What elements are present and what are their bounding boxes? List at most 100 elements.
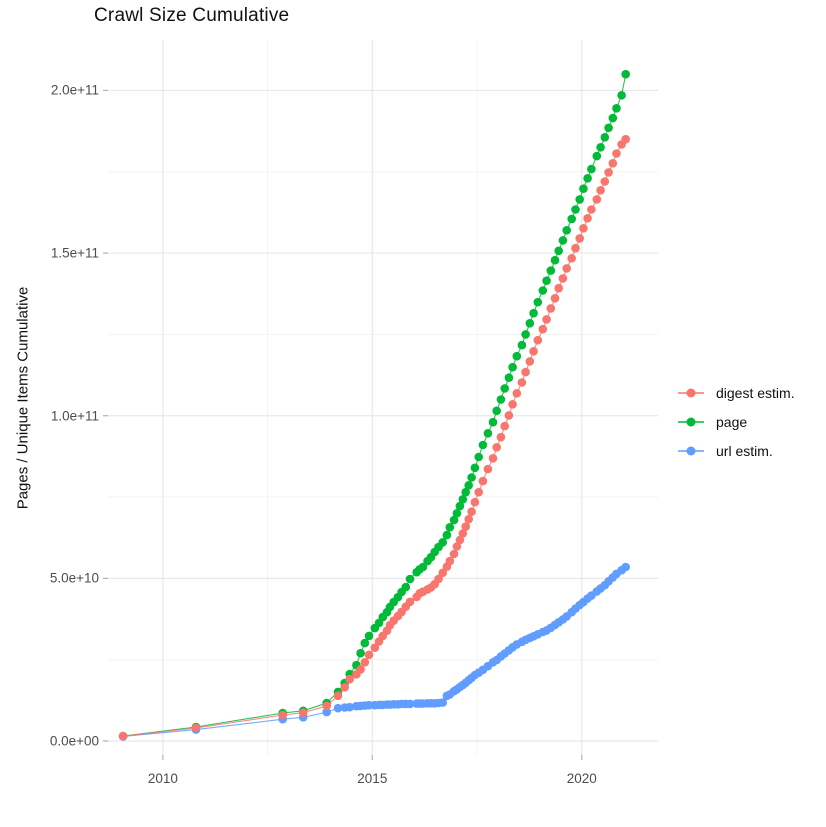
- data-point: [554, 283, 563, 293]
- data-point: [508, 362, 517, 372]
- data-point: [529, 347, 538, 356]
- data-point: [483, 464, 493, 474]
- data-point: [322, 707, 332, 717]
- legend-label-digest-estim: digest estim.: [716, 384, 795, 401]
- data-point: [496, 395, 506, 404]
- legend-item-digest-estim: digest estim.: [676, 378, 795, 407]
- data-point: [504, 411, 514, 420]
- data-point: [500, 421, 510, 431]
- legend-key-dot: [686, 388, 696, 397]
- data-point: [452, 542, 462, 551]
- legend-key-page: [678, 417, 704, 426]
- data-point: [538, 286, 548, 295]
- data-point: [322, 701, 332, 711]
- data-point: [438, 568, 448, 578]
- data-point: [621, 562, 630, 572]
- data-point: [445, 556, 455, 566]
- data-point: [278, 710, 288, 720]
- data-point: [508, 400, 517, 409]
- y-tick-label: 5.0e+10: [49, 570, 99, 586]
- data-point: [333, 691, 343, 701]
- legend: digest estim. page url estim.: [676, 378, 795, 465]
- legend-key-digest: [678, 388, 704, 397]
- data-point: [525, 319, 535, 328]
- data-point: [567, 214, 576, 224]
- data-point: [521, 330, 530, 339]
- data-point: [562, 226, 571, 235]
- data-point: [604, 168, 613, 177]
- legend-item-page: page: [676, 407, 795, 436]
- data-point: [587, 164, 596, 174]
- data-point: [538, 324, 548, 334]
- data-point: [587, 205, 596, 214]
- legend-key-dot: [686, 446, 696, 455]
- x-tick-label: 2010: [147, 771, 178, 786]
- legend-key-dot: [686, 417, 696, 426]
- legend-label-url-estim: url estim.: [716, 442, 773, 459]
- data-point: [571, 205, 580, 214]
- data-point: [575, 195, 584, 204]
- data-point: [370, 643, 380, 652]
- data-point: [488, 454, 498, 463]
- data-point: [340, 683, 350, 692]
- data-point: [550, 294, 560, 303]
- data-point: [583, 174, 592, 183]
- data-point: [191, 723, 201, 733]
- data-point: [405, 597, 415, 607]
- data-point: [461, 487, 471, 497]
- data-point: [464, 481, 474, 490]
- data-point: [470, 463, 480, 473]
- data-point: [592, 151, 602, 161]
- data-point: [612, 149, 621, 158]
- data-point: [483, 429, 493, 438]
- y-tick-label: 1.0e+11: [50, 408, 99, 424]
- data-point: [600, 133, 610, 142]
- data-point: [579, 184, 588, 193]
- data-point: [442, 530, 452, 540]
- data-point: [298, 708, 308, 717]
- series-digest-estim: [118, 134, 630, 741]
- data-point: [621, 134, 630, 144]
- data-point: [364, 631, 374, 641]
- data-point: [449, 549, 459, 559]
- series-line: [123, 74, 627, 737]
- legend-key-url: [678, 446, 704, 455]
- data-point: [405, 574, 415, 584]
- legend-item-url-estim: url estim.: [676, 436, 795, 465]
- data-point: [575, 234, 584, 243]
- data-point: [542, 276, 551, 286]
- data-point: [617, 91, 626, 100]
- data-point: [356, 648, 365, 658]
- data-point: [474, 487, 484, 497]
- data-point: [458, 529, 468, 538]
- x-tick-label: 2015: [357, 771, 388, 786]
- data-point: [467, 507, 476, 516]
- data-point: [546, 304, 556, 313]
- data-point: [452, 509, 462, 518]
- data-point: [517, 378, 527, 387]
- data-point: [492, 443, 502, 452]
- data-point: [333, 703, 343, 713]
- data-point: [418, 562, 428, 572]
- data-point: [449, 515, 459, 525]
- data-point: [478, 440, 488, 450]
- data-point: [542, 315, 551, 324]
- data-point: [529, 308, 538, 318]
- data-point: [438, 698, 448, 707]
- data-point: [621, 69, 630, 79]
- data-point: [438, 538, 448, 547]
- data-point: [470, 497, 480, 507]
- data-point: [488, 417, 498, 427]
- data-point: [571, 243, 580, 253]
- data-point: [533, 335, 543, 345]
- data-point: [596, 186, 605, 195]
- data-point: [521, 367, 530, 377]
- data-point: [401, 582, 411, 592]
- data-point: [434, 574, 443, 584]
- data-point: [455, 535, 465, 545]
- y-tick-label: 2.0e+11: [50, 82, 99, 98]
- data-point: [567, 253, 576, 263]
- data-point: [604, 123, 613, 133]
- data-point: [512, 389, 522, 398]
